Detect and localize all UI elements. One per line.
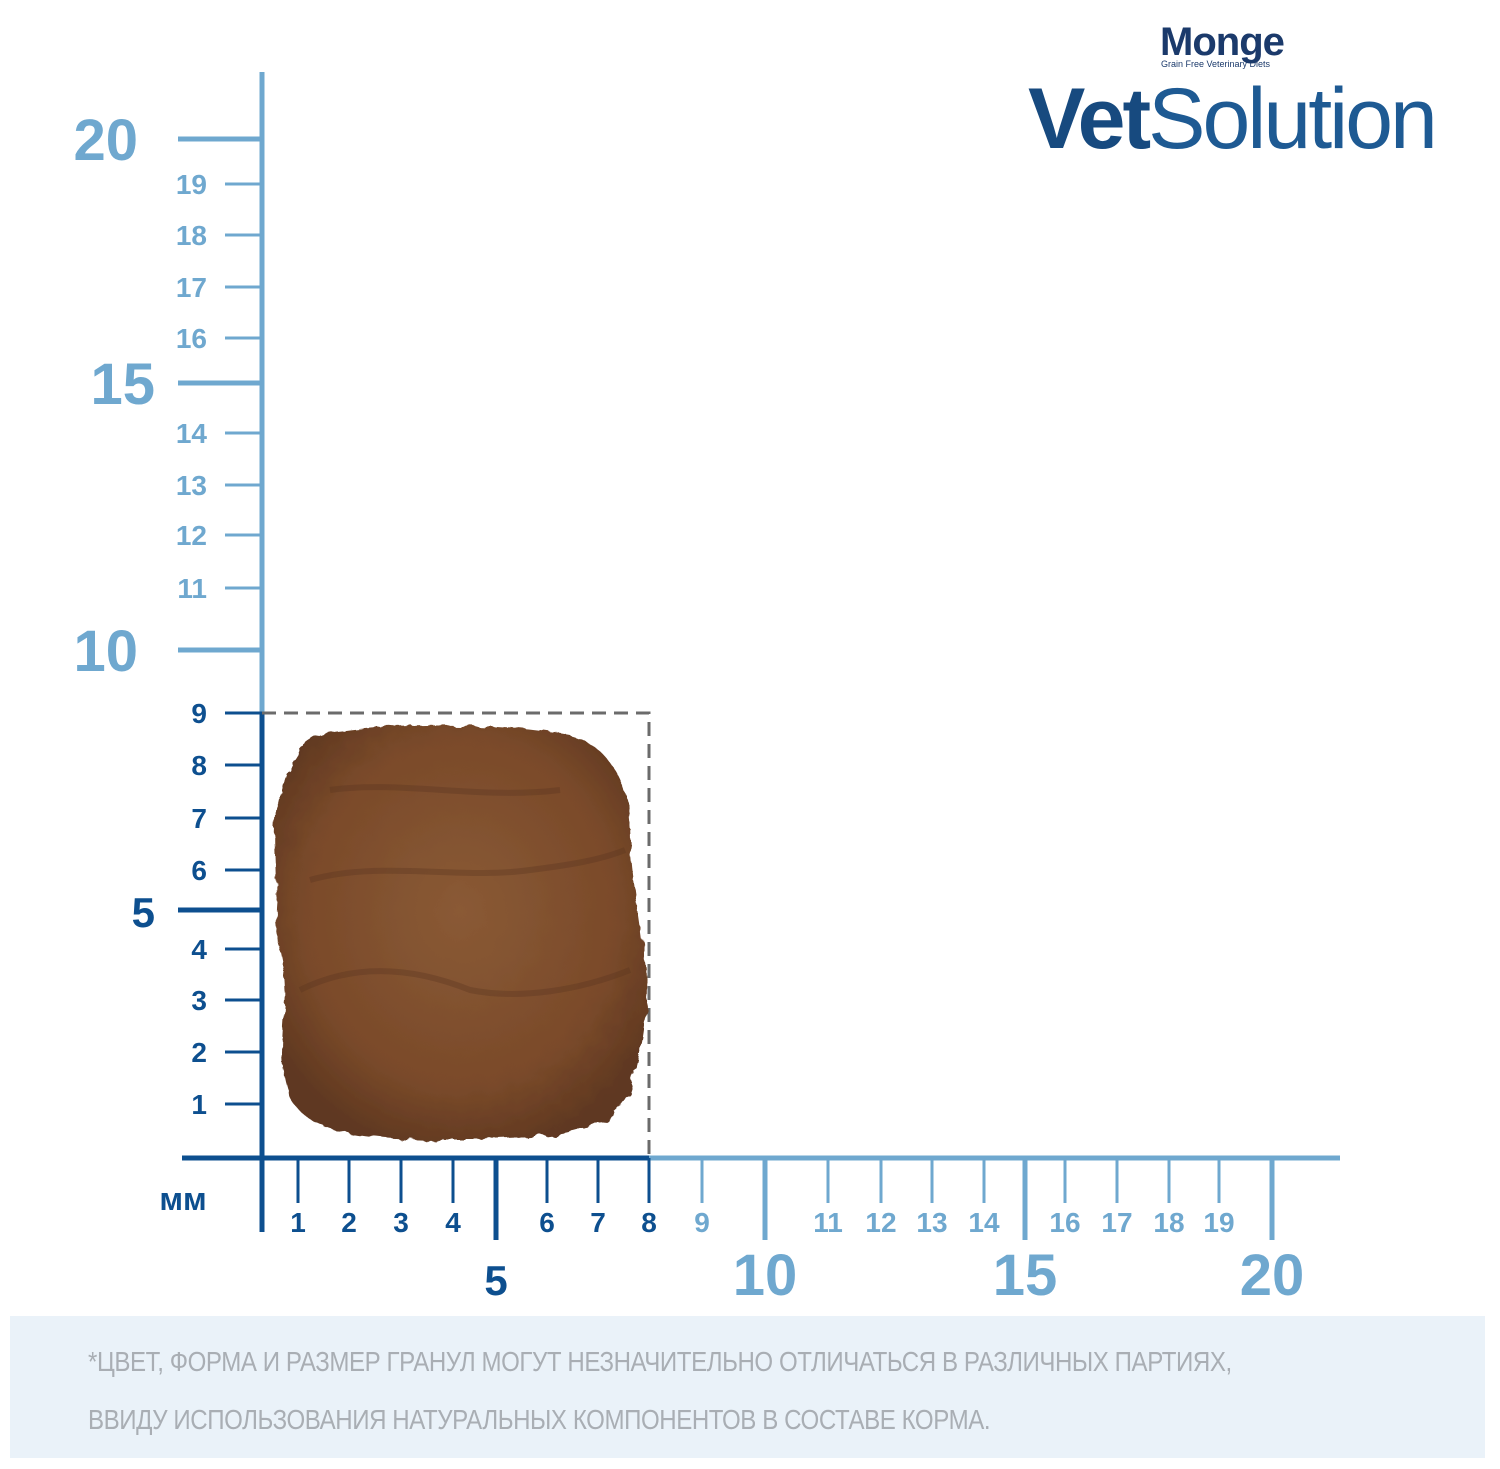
vetsolution-logo-bold: Vet [1028,71,1151,167]
y-minor-label-13: 13 [176,470,207,501]
x-minor-label-14: 14 [968,1207,1000,1238]
y-major-label-10: 10 [73,619,138,684]
y-minor-label-17: 17 [176,272,207,303]
y-minor-label-3: 3 [191,985,207,1016]
y-minor-label-4: 4 [191,934,207,965]
y-minor-label-19: 19 [176,169,207,200]
x-minor-label-16: 16 [1049,1207,1080,1238]
x-minor-label-1: 1 [290,1207,306,1238]
axes-group [178,72,1340,1240]
x-minor-label-3: 3 [393,1207,409,1238]
y-minor-label-1: 1 [191,1089,207,1120]
axis-labels-group: 1 2 3 4 6 7 8 9 11 12 13 14 16 17 18 195 10 15 20123467891… [73,108,1304,1308]
monge-tagline: Grain Free Veterinary Diets [1161,59,1271,69]
x-minor-label-13: 13 [916,1207,947,1238]
y-minor-label-7: 7 [191,803,207,834]
x-major-label-10: 10 [733,1243,798,1308]
disclaimer-line-2: ВВИДУ ИСПОЛЬЗОВАНИЯ НАТУРАЛЬНЫХ КОМПОНЕН… [88,1404,991,1435]
y-minor-label-16: 16 [176,323,207,354]
x-minor-label-4: 4 [445,1207,461,1238]
y-minor-label-12: 12 [176,520,207,551]
y-minor-label-9: 9 [191,698,207,729]
y-major-label-5: 5 [132,889,155,936]
x-minor-label-8: 8 [641,1207,657,1238]
kibble-granule [275,724,647,1140]
x-minor-label-7: 7 [590,1207,606,1238]
y-minor-label-6: 6 [191,855,207,886]
y-minor-label-18: 18 [176,220,207,251]
x-minor-label-17: 17 [1101,1207,1132,1238]
y-minor-label-14: 14 [176,418,208,449]
x-major-label-5: 5 [484,1257,507,1304]
y-major-label-15: 15 [90,352,155,417]
x-major-label-15: 15 [993,1243,1058,1308]
y-minor-label-2: 2 [191,1037,207,1068]
x-minor-label-11: 11 [813,1207,843,1238]
vetsolution-logo: VetSolution [1028,70,1438,169]
vetsolution-logo-light: Solution [1148,71,1438,167]
granule-texture [298,784,632,997]
granule-size-box [262,711,651,1158]
x-minor-label-19: 19 [1203,1207,1234,1238]
disclaimer-footer: *ЦВЕТ, ФОРМА И РАЗМЕР ГРАНУЛ МОГУТ НЕЗНА… [10,1316,1485,1458]
granule-layer [275,724,647,1140]
x-minor-label-18: 18 [1153,1207,1184,1238]
y-minor-label-11: 11 [177,573,207,604]
unit-label: мм [159,1181,206,1217]
x-major-label-20: 20 [1240,1243,1305,1308]
monge-logo: Monge [1160,20,1285,64]
x-minor-label-9: 9 [694,1207,710,1238]
x-minor-label-2: 2 [341,1207,357,1238]
x-minor-label-12: 12 [865,1207,896,1238]
y-major-label-20: 20 [73,108,138,173]
x-minor-label-6: 6 [539,1207,555,1238]
size-ruler-figure: 1 2 3 4 6 7 8 9 11 12 13 14 16 17 18 195 10 15 20123467891… [73,72,1340,1308]
y-minor-label-8: 8 [191,750,207,781]
disclaimer-line-1: *ЦВЕТ, ФОРМА И РАЗМЕР ГРАНУЛ МОГУТ НЕЗНА… [88,1346,1232,1377]
